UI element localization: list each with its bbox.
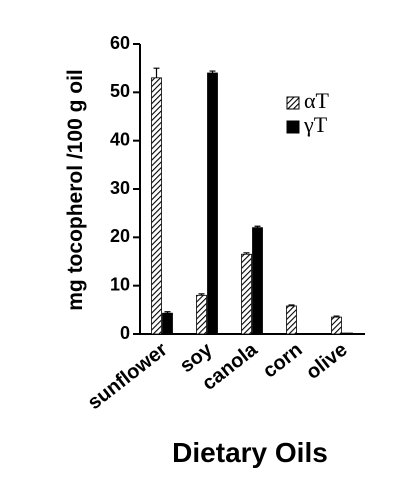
bar bbox=[151, 77, 162, 335]
bar bbox=[286, 305, 297, 335]
error-bar bbox=[288, 304, 295, 306]
error-bar bbox=[164, 311, 171, 314]
y-tick-label: 60 bbox=[110, 33, 130, 53]
x-tick-label: corn bbox=[259, 339, 307, 383]
x-tick-label: olive bbox=[302, 339, 351, 384]
bar bbox=[342, 332, 353, 335]
error-bar bbox=[209, 70, 216, 73]
x-axis-label: Dietary Oils bbox=[172, 437, 328, 468]
error-bar bbox=[153, 67, 160, 78]
bar bbox=[207, 72, 218, 335]
legend-swatch bbox=[286, 96, 300, 110]
bar bbox=[162, 312, 173, 335]
y-tick-label: 30 bbox=[110, 178, 130, 198]
error-bar bbox=[254, 225, 261, 228]
bar bbox=[196, 294, 207, 335]
y-tick-label: 10 bbox=[110, 274, 130, 294]
y-tick-label: 50 bbox=[110, 81, 130, 101]
legend-swatch bbox=[286, 120, 300, 134]
error-bar bbox=[198, 293, 205, 296]
y-tick-label: 20 bbox=[110, 226, 130, 246]
bar bbox=[331, 316, 342, 335]
y-tick-label: 0 bbox=[120, 323, 130, 343]
x-tick-label: sunflower bbox=[84, 338, 172, 414]
legend-label: αT bbox=[304, 88, 330, 113]
bar bbox=[241, 253, 252, 335]
bar bbox=[252, 227, 263, 335]
y-tick-label: 40 bbox=[110, 129, 130, 149]
y-axis-label: mg tocopherol /100 g oil bbox=[64, 69, 87, 311]
legend-label: γT bbox=[303, 112, 328, 137]
error-bar bbox=[333, 315, 340, 318]
error-bar bbox=[243, 252, 250, 255]
